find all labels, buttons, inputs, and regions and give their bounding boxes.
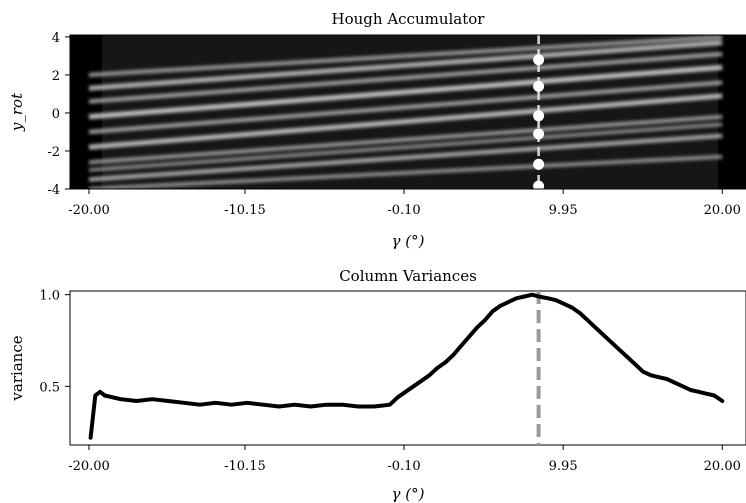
- variance-title: Column Variances: [339, 267, 477, 285]
- hough-peak-marker: [533, 110, 545, 122]
- variance-y-ticks: 1.0 0.5: [39, 289, 70, 395]
- hough-x-label: γ (°): [392, 232, 425, 250]
- y-tick-label: 0.5: [39, 380, 60, 395]
- hough-streak: [88, 80, 723, 135]
- hough-y-ticks: 4 2 0 -2 -4: [47, 31, 70, 198]
- hough-frame: [69, 34, 746, 190]
- hough-y-label: y_rot: [8, 92, 26, 132]
- hough-y-label-text: y_rot: [8, 92, 26, 132]
- x-tick-label: -10.15: [224, 203, 266, 218]
- hough-streak: [88, 51, 723, 104]
- hough-streak: [88, 64, 723, 120]
- hough-peak-marker: [533, 54, 545, 66]
- hough-peaks: [533, 54, 545, 189]
- hough-x-ticks: -20.00 -10.15 -0.10 9.95 20.00: [68, 189, 741, 218]
- x-tick-label: 9.95: [549, 203, 578, 218]
- y-tick-label: 1.0: [39, 289, 60, 304]
- x-tick-label: -20.00: [68, 459, 110, 474]
- x-tick-label: -0.10: [387, 203, 420, 218]
- hough-peak-marker: [533, 128, 545, 140]
- hough-streak: [88, 35, 723, 78]
- hough-peak-marker: [533, 158, 545, 170]
- hough-streak: [88, 154, 723, 189]
- y-tick-label: 4: [52, 31, 60, 46]
- hough-streak: [88, 122, 723, 173]
- variance-frame: [69, 290, 746, 446]
- hough-streaks: [88, 35, 723, 189]
- x-tick-label: -20.00: [68, 203, 110, 218]
- hough-image: [70, 35, 746, 189]
- hough-streak: [88, 133, 723, 182]
- variance-series-line: [88, 292, 725, 440]
- variance-y-label: variance: [8, 335, 26, 401]
- hough-band: [102, 35, 718, 189]
- variance-y-label-text: variance: [8, 335, 26, 401]
- hough-peak-marker: [533, 180, 545, 189]
- y-tick-label: -4: [47, 183, 60, 198]
- hough-streak: [88, 40, 723, 91]
- hough-chart: Hough Accumulator -20.00 -10.15 -0.10 9.95 2…: [8, 10, 746, 250]
- hough-title: Hough Accumulator: [332, 10, 486, 28]
- variance-x-ticks: -20.00 -10.15 -0.10 9.95 20.00: [68, 445, 741, 474]
- x-tick-label: -10.15: [224, 459, 266, 474]
- x-tick-label: 20.00: [704, 459, 741, 474]
- variance-x-label: γ (°): [392, 485, 425, 503]
- hough-streak: [88, 114, 723, 165]
- hough-streak: [88, 93, 723, 150]
- hough-peak-marker: [533, 80, 545, 92]
- x-tick-label: 20.00: [704, 203, 741, 218]
- y-tick-label: 0: [52, 107, 60, 122]
- x-tick-label: -0.10: [387, 459, 420, 474]
- y-tick-label: 2: [52, 69, 60, 84]
- variance-chart: Column Variances -20.00 -10.15 -0.10 9.95 20…: [8, 267, 746, 503]
- y-tick-label: -2: [47, 145, 60, 160]
- x-tick-label: 9.95: [549, 459, 578, 474]
